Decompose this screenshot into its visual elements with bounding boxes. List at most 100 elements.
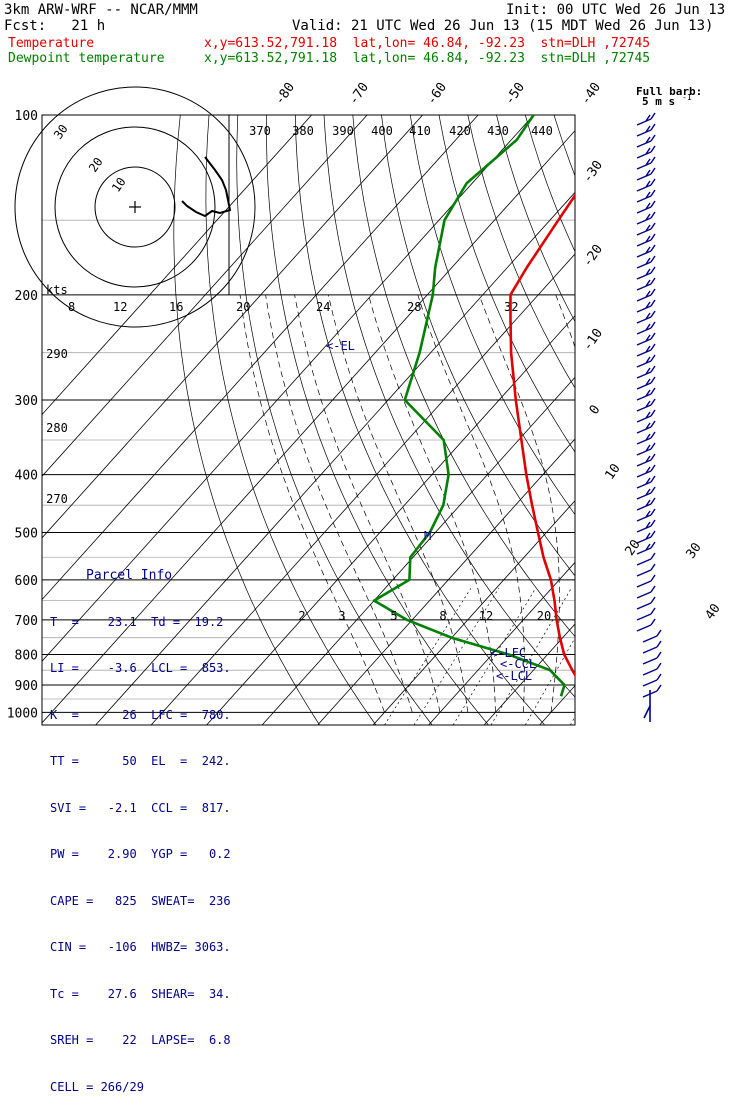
- wind-barb: [637, 333, 655, 345]
- moist-adiabat: [328, 295, 468, 713]
- pressure-label: 1000: [7, 706, 38, 721]
- hodograph-speed-label: 8: [68, 300, 75, 314]
- isotherm-label: 30: [683, 540, 704, 561]
- wind-barb: [637, 113, 655, 125]
- isotherm: [151, 102, 712, 725]
- wind-barb: [637, 168, 655, 180]
- wind-barb: [637, 300, 655, 312]
- theta-label: 270: [46, 492, 68, 506]
- hodograph-ring-label: 10: [109, 175, 129, 195]
- barb-legend-units: 5 m s: [642, 95, 675, 108]
- parcel-info-title: Parcel Info: [42, 568, 232, 584]
- mixing-ratio-label: 3: [338, 609, 345, 623]
- wind-barb: [637, 399, 655, 411]
- m-annotation: M: [424, 529, 431, 543]
- isotherm: [318, 102, 740, 725]
- wind-barb: [637, 454, 655, 466]
- isotherm-label: 10: [602, 461, 623, 482]
- moist-adiabat: [266, 295, 413, 713]
- isotherm-label: 0: [587, 402, 604, 417]
- wind-barb: [637, 278, 655, 290]
- parcel-row: Tc = 27.6 SHEAR= 34.: [42, 987, 232, 1003]
- parcel-row: K = 26 LFC = 780.: [42, 708, 232, 724]
- theta-label: 410: [409, 124, 431, 138]
- isotherm-label: 40: [702, 601, 723, 622]
- dry-adiabat: [439, 115, 740, 725]
- wind-barb: [637, 619, 655, 631]
- wind-barb: [637, 201, 655, 213]
- wind-barb: [643, 674, 661, 686]
- isotherm-label: -60: [424, 80, 450, 108]
- isotherm: [373, 102, 740, 725]
- wind-barb: [637, 322, 655, 334]
- wind-barb: [643, 641, 661, 653]
- wind-barb: [637, 388, 655, 400]
- theta-label: 430: [487, 124, 509, 138]
- hodograph-speed-label: 20: [236, 300, 250, 314]
- mixing-ratio-label: 2: [298, 609, 305, 623]
- isotherm-label: 20: [622, 537, 643, 558]
- pressure-label: 700: [15, 614, 38, 629]
- isotherm-label: -50: [502, 80, 528, 108]
- moist-adiabat: [662, 295, 740, 713]
- parcel-info-box: Parcel Info T = 23.1 Td = 19.2 LI = -3.6…: [42, 537, 232, 1111]
- isotherm: [540, 102, 740, 725]
- isotherm-label: -10: [580, 326, 606, 354]
- wind-barb: [637, 179, 655, 191]
- isotherm: [429, 102, 740, 725]
- dry-adiabat: [497, 115, 740, 725]
- wind-barb: [643, 630, 661, 642]
- theta-label: 280: [46, 421, 68, 435]
- wind-barb: [637, 586, 655, 598]
- pressure-label: 100: [15, 109, 38, 124]
- isotherm-label: -70: [346, 80, 372, 108]
- theta-label: 400: [371, 124, 393, 138]
- theta-label: 290: [46, 347, 68, 361]
- wind-barb: [637, 531, 655, 543]
- wind-barb: [637, 355, 655, 367]
- isotherm-label: -30: [580, 158, 606, 186]
- isotherm-label: -80: [272, 80, 298, 108]
- parcel-row: SREH = 22 LAPSE= 6.8: [42, 1033, 232, 1049]
- dry-adiabat: [468, 115, 740, 725]
- wind-barb: [637, 146, 655, 158]
- theta-label: 380: [292, 124, 314, 138]
- wind-barb: [637, 498, 655, 510]
- mixing-ratio-label: 20: [537, 609, 551, 623]
- parcel-row: PW = 2.90 YGP = 0.2: [42, 847, 232, 863]
- isotherm: [651, 102, 740, 725]
- wind-barbs: Full barb:5 m s-1: [636, 85, 702, 722]
- hodograph-speed-label: 24: [316, 300, 330, 314]
- hodograph-kts-label: kts: [46, 283, 68, 297]
- wind-barb: [637, 256, 655, 268]
- moist-adiabat: [240, 295, 385, 713]
- wind-barb: [637, 553, 655, 565]
- parcel-row: CAPE = 825 SWEAT= 236: [42, 894, 232, 910]
- pressure-label: 300: [15, 394, 38, 409]
- parcel-row: TT = 50 EL = 242.: [42, 754, 232, 770]
- wind-barb: [637, 608, 655, 620]
- wind-barb: [643, 663, 661, 675]
- mixing-ratio-label: 8: [439, 609, 446, 623]
- dry-adiabat: [583, 115, 740, 725]
- wind-barb: [637, 245, 655, 257]
- wind-barb: [637, 234, 655, 246]
- theta-label: 390: [332, 124, 354, 138]
- lcl-annotation: <-LCL: [496, 669, 532, 683]
- wind-barb: [637, 487, 655, 499]
- hodograph-speed-label: 16: [169, 300, 183, 314]
- parcel-row: T = 23.1 Td = 19.2: [42, 615, 232, 631]
- wind-barb: [637, 575, 655, 587]
- wind-barb: [637, 597, 655, 609]
- wind-barb: [637, 311, 655, 323]
- parcel-row: SVI = -2.1 CCL = 817.: [42, 801, 232, 817]
- theta-label: 370: [249, 124, 271, 138]
- pressure-label: 400: [15, 469, 38, 484]
- isotherm-label: -20: [580, 242, 606, 270]
- wind-barb: [637, 223, 655, 235]
- wind-barb: [637, 366, 655, 378]
- wind-barb: [637, 476, 655, 488]
- parcel-row: LI = -3.6 LCL = 853.: [42, 661, 232, 677]
- wind-barb: [643, 652, 661, 664]
- wind-barb: [637, 289, 655, 301]
